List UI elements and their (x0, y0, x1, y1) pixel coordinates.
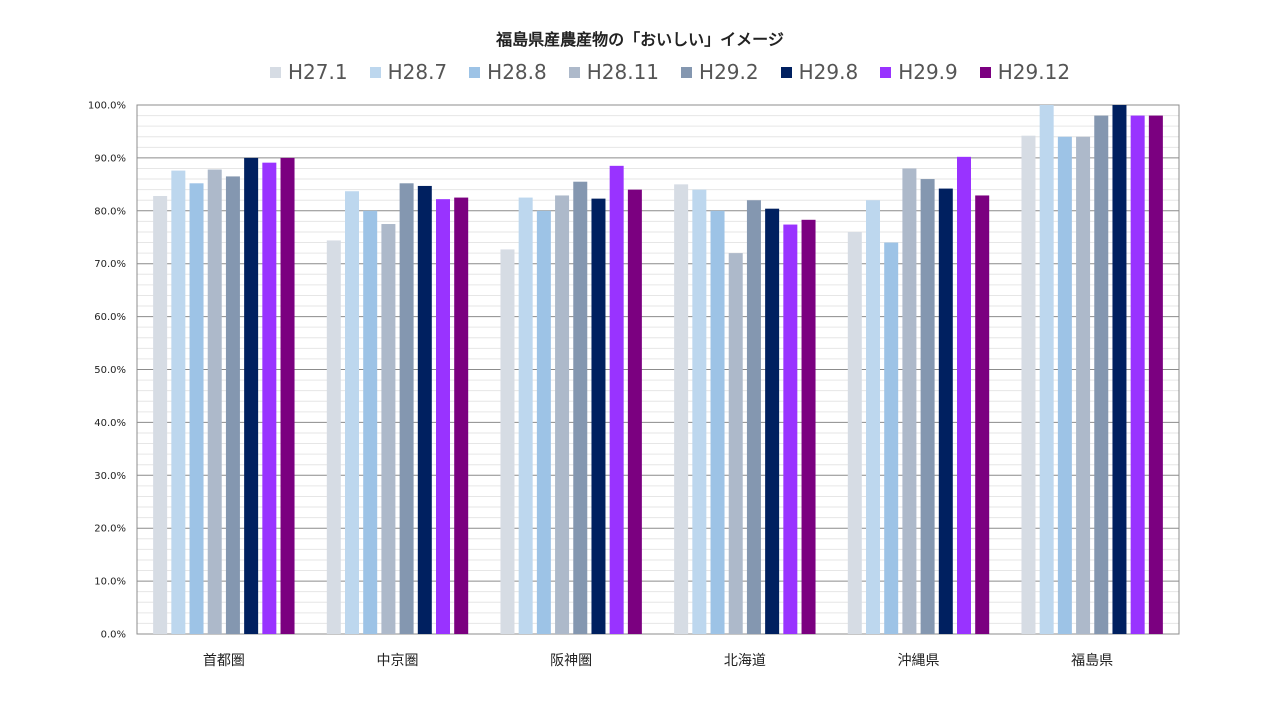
bar (207, 169, 222, 634)
bar (1076, 136, 1091, 635)
bar (1039, 105, 1054, 634)
legend-swatch (469, 66, 481, 78)
bar (783, 224, 798, 634)
y-tick-label: 50.0% (94, 365, 126, 376)
legend-label: H28.8 (487, 60, 547, 84)
legend-swatch (369, 66, 381, 78)
bar (1112, 105, 1127, 634)
bar (171, 170, 186, 634)
y-tick-label: 80.0% (94, 206, 126, 217)
bar (244, 157, 259, 634)
y-tick-label: 20.0% (94, 524, 126, 535)
bar (536, 210, 551, 635)
x-category-label: 阪神圏 (550, 653, 592, 669)
y-tick-label: 90.0% (94, 153, 126, 164)
bar (500, 249, 515, 635)
bar (436, 199, 450, 635)
x-category-label: 北海道 (724, 653, 766, 669)
legend: H27.1 H28.7 H28.8 H28.11 H29.2 H29.8 H29.9 H29.… (270, 58, 1130, 86)
legend-item: H27.1 (270, 60, 348, 84)
legend-item: H28.11 (568, 60, 660, 84)
bar (153, 195, 168, 634)
legend-label: H27.1 (288, 60, 348, 84)
y-tick-label: 70.0% (94, 259, 126, 270)
bar (674, 184, 689, 634)
bar (555, 195, 570, 635)
x-category-label: 中京圏 (377, 653, 419, 669)
plot-frame (136, 104, 1180, 635)
bar (454, 197, 469, 634)
y-tick-label: 10.0% (94, 577, 126, 588)
x-category-label: 首都圏 (203, 653, 245, 669)
bar (363, 210, 378, 635)
legend-item: H28.8 (469, 60, 547, 84)
legend-item: H29.2 (681, 60, 759, 84)
legend-label: H29.2 (699, 60, 759, 84)
legend-swatch (568, 66, 580, 78)
bar (1130, 115, 1145, 634)
y-tick-label: 40.0% (94, 418, 126, 429)
bar (746, 200, 761, 634)
bar (765, 208, 780, 634)
bar (728, 253, 743, 634)
legend-label: H29.9 (898, 60, 958, 84)
bar (847, 231, 862, 634)
bar (902, 168, 917, 635)
bar (1094, 115, 1109, 634)
bar (573, 181, 588, 634)
legend-label: H28.7 (387, 60, 448, 84)
legend-swatch (270, 66, 281, 78)
bar (801, 219, 816, 634)
y-tick-label: 0.0% (101, 630, 126, 641)
bar (417, 185, 432, 634)
x-category-label: 沖縄県 (898, 653, 940, 669)
bar (518, 197, 533, 634)
legend-label: H29.8 (798, 60, 859, 84)
y-tick-label: 60.0% (94, 312, 126, 323)
bar (225, 176, 240, 635)
bar (1057, 136, 1072, 635)
bar (884, 242, 899, 635)
bar (381, 224, 396, 634)
chart-title: 福島県産農産物の「おいしい」イメージ (496, 30, 784, 49)
bar (591, 198, 606, 634)
bar (920, 179, 935, 634)
legend-item: H29.12 (979, 60, 1071, 84)
bar (262, 162, 277, 634)
legend-label: H29.12 (997, 60, 1071, 84)
bar (975, 195, 990, 635)
legend-swatch (880, 66, 892, 78)
bar (326, 240, 341, 634)
x-category-label: 福島県 (1071, 653, 1113, 669)
legend-label: H28.11 (586, 60, 660, 84)
y-tick-label: 30.0% (94, 471, 126, 482)
bar (189, 183, 204, 635)
bar (627, 189, 642, 634)
bar (866, 200, 880, 634)
bar (710, 210, 725, 635)
bar (280, 157, 295, 634)
bar (957, 156, 971, 635)
bar (1148, 115, 1163, 634)
y-tick-label: 100.0% (88, 101, 126, 112)
bar (399, 183, 414, 635)
bar (692, 189, 707, 634)
bar (609, 165, 624, 634)
legend-item: H29.9 (880, 60, 958, 84)
legend-item: H29.8 (780, 60, 859, 84)
bar (1021, 135, 1036, 634)
legend-swatch (681, 66, 693, 78)
legend-item: H28.7 (369, 60, 448, 84)
legend-swatch (979, 66, 991, 78)
bar (938, 188, 953, 634)
legend-swatch (780, 66, 792, 78)
bar (345, 191, 359, 635)
